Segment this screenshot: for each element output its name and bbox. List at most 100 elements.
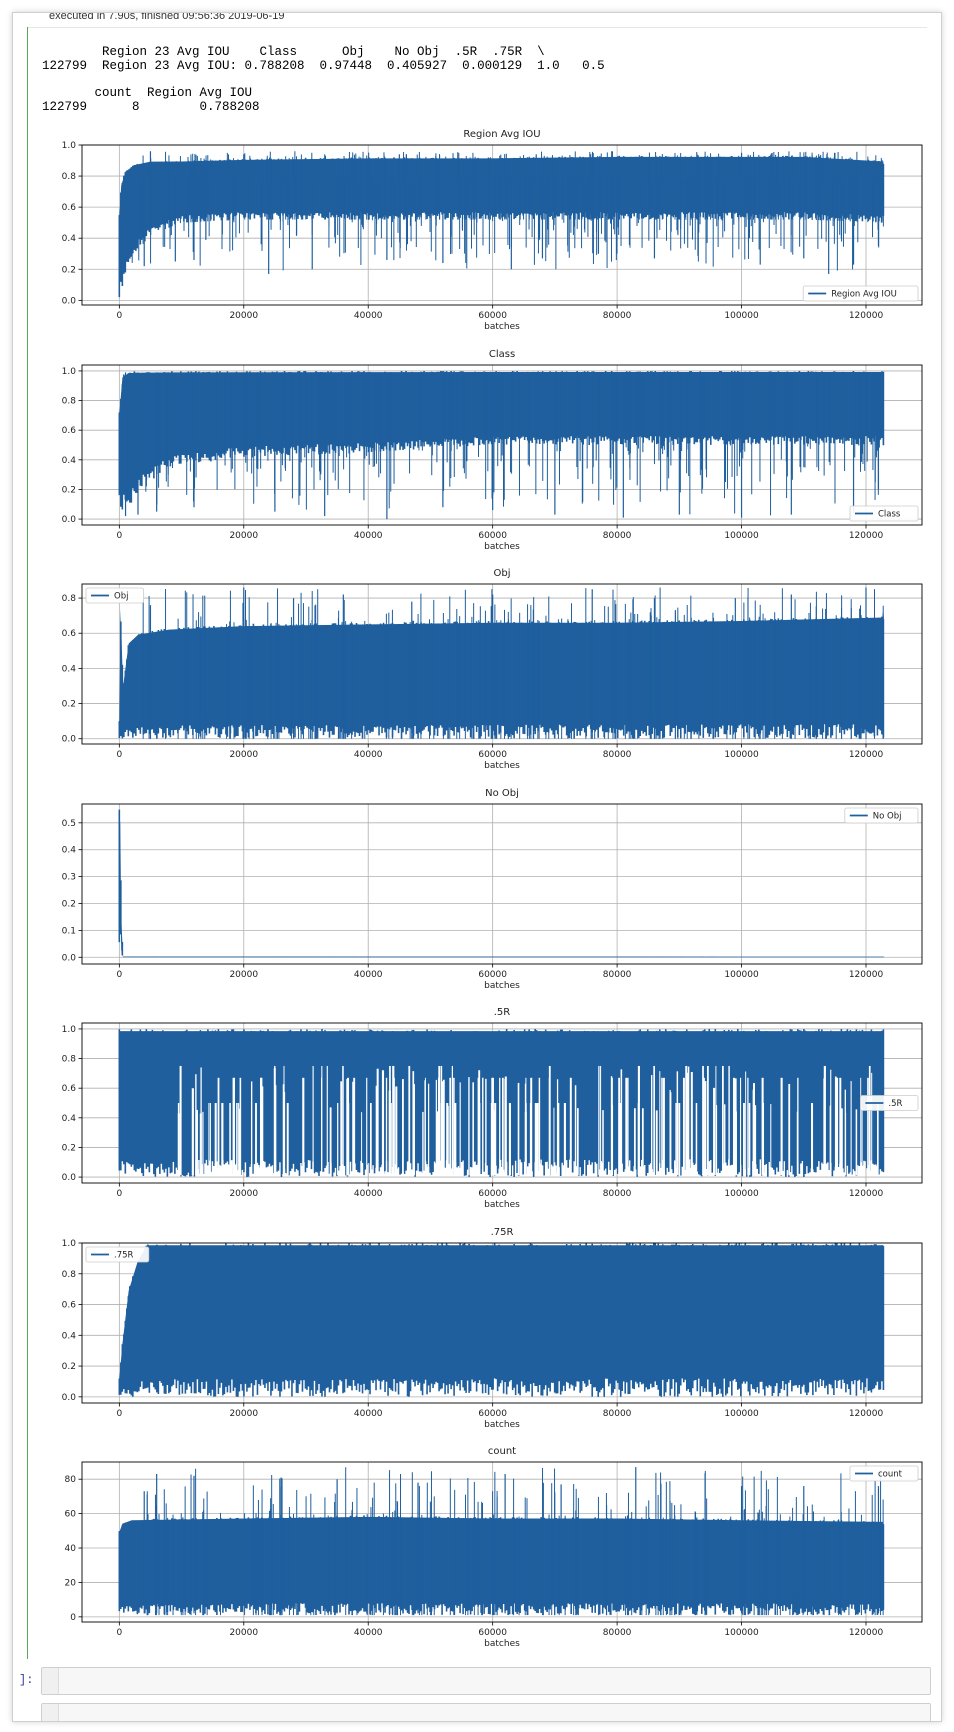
x-tick-label: 0 [116,970,122,980]
y-tick-label: 0.4 [62,1331,77,1341]
x-tick-label: 20000 [229,970,258,980]
y-tick-label: 60 [65,1510,77,1520]
y-tick-label: 20 [65,1578,77,1588]
chart-6: .75R 0 20000 40000 60000 80000 100000 120000 0.0… [62,1227,923,1430]
series-gap [482,1077,484,1176]
y-tick-label: 80 [65,1475,77,1485]
series-gap [829,1105,831,1176]
series-gap [724,1104,726,1176]
empty-code-cell-2[interactable] [41,1703,931,1721]
series-gap [438,1103,441,1176]
legend-label: Region Avg IOU [831,290,897,300]
x-tick-label: 80000 [603,1628,632,1638]
series-gap [385,1077,388,1176]
series-gap [734,1078,737,1176]
series-gap [326,1065,328,1176]
series-gap [839,1077,842,1176]
y-tick-label: 0.4 [62,1114,77,1124]
series-gap [625,1077,628,1176]
x-axis-label: batches [484,1200,520,1210]
x-axis-label: batches [484,1639,520,1649]
series-gap [449,1077,452,1176]
series-gap [209,1103,211,1176]
series-gap [196,1109,198,1176]
x-tick-label: 80000 [603,750,632,760]
series-gap [722,1065,724,1176]
x-tick-label: 80000 [603,311,632,321]
series-gap [424,1077,426,1176]
notebook-window: executed in 7.90s, finished 09:56:36 201… [12,12,942,1722]
axes-frame [81,1461,923,1623]
series-gap [867,1077,869,1176]
x-tick-label: 120000 [849,750,884,760]
series-gap [715,1105,718,1176]
y-tick-label: 0.3 [62,872,76,882]
series-gap [446,1103,449,1176]
y-tick-label: 1.0 [62,141,77,151]
series-gap [682,1077,685,1176]
x-tick-label: 40000 [354,1628,383,1638]
x-tick-label: 40000 [354,970,383,980]
series-gap [824,1065,826,1176]
x-tick-label: 0 [116,1189,122,1199]
series-gap [517,1082,520,1176]
series-gap [286,1103,289,1176]
chart-2: Class 0 20000 40000 60000 80000 100000 120000 0.… [62,349,923,552]
series-gap [179,1065,182,1176]
dataframe-row: 122799 8 0.788208 [42,100,260,114]
x-tick-label: 40000 [354,750,383,760]
series-gap [236,1103,238,1176]
y-tick-label: 0 [70,1613,76,1623]
series-gap [563,1103,566,1176]
series-gap [675,1103,677,1176]
series-gap [424,1080,426,1176]
series-gap [690,1072,693,1176]
series-gap [376,1068,379,1176]
chart-1: Region Avg IOU 0 20000 40000 60000 80000 10000… [62,129,923,332]
series-gap [494,1103,497,1176]
series-gap [366,1077,368,1176]
series-gap [536,1103,539,1176]
series-gap [177,1113,180,1176]
chart-3: Obj 0 20000 40000 60000 80000 100000 120000 0.0 0… [62,568,923,771]
x-tick-label: 60000 [478,1409,507,1419]
series-gap [686,1072,689,1176]
x-tick-label: 20000 [229,531,258,541]
series-gap [747,1077,749,1176]
series-gap [282,1084,285,1176]
dataframe-header: Region 23 Avg IOU Class Obj No Obj .5R .… [42,45,545,59]
legend-label: No Obj [873,811,902,821]
series-gap [743,1103,745,1176]
series-gap [685,1065,688,1176]
series-gap [491,1077,494,1176]
series-gap [678,1103,681,1176]
y-tick-label: 0.6 [62,1300,77,1310]
x-tick-label: 20000 [229,750,258,760]
x-tick-label: 120000 [849,1628,884,1638]
x-tick-label: 0 [116,311,122,321]
series-gap [715,1065,717,1176]
chart-title: .75R [491,1227,514,1238]
x-tick-label: 80000 [603,531,632,541]
series-gap [651,1075,653,1176]
empty-code-cell[interactable] [41,1667,931,1695]
series-gap [195,1074,197,1176]
series-gap [524,1083,526,1176]
series-gap [361,1112,363,1176]
x-tick-label: 100000 [724,970,759,980]
series-gap [576,1108,579,1176]
series-gap [250,1081,253,1176]
series-gap [569,1077,572,1176]
series-gap [229,1103,231,1176]
x-tick-label: 0 [116,750,122,760]
series-gap [442,1079,445,1176]
series-gap [548,1065,551,1176]
chart-5: .5R 0 20000 40000 60000 80000 100000 120000 0.0 0… [62,1007,923,1210]
y-tick-label: 0.2 [62,1362,76,1372]
series-gap [273,1068,276,1176]
x-tick-label: 60000 [478,531,507,541]
series-gap [232,1077,235,1176]
series-gap [770,1104,772,1176]
y-tick-label: 0.4 [62,234,77,244]
legend-label: Class [878,509,901,519]
